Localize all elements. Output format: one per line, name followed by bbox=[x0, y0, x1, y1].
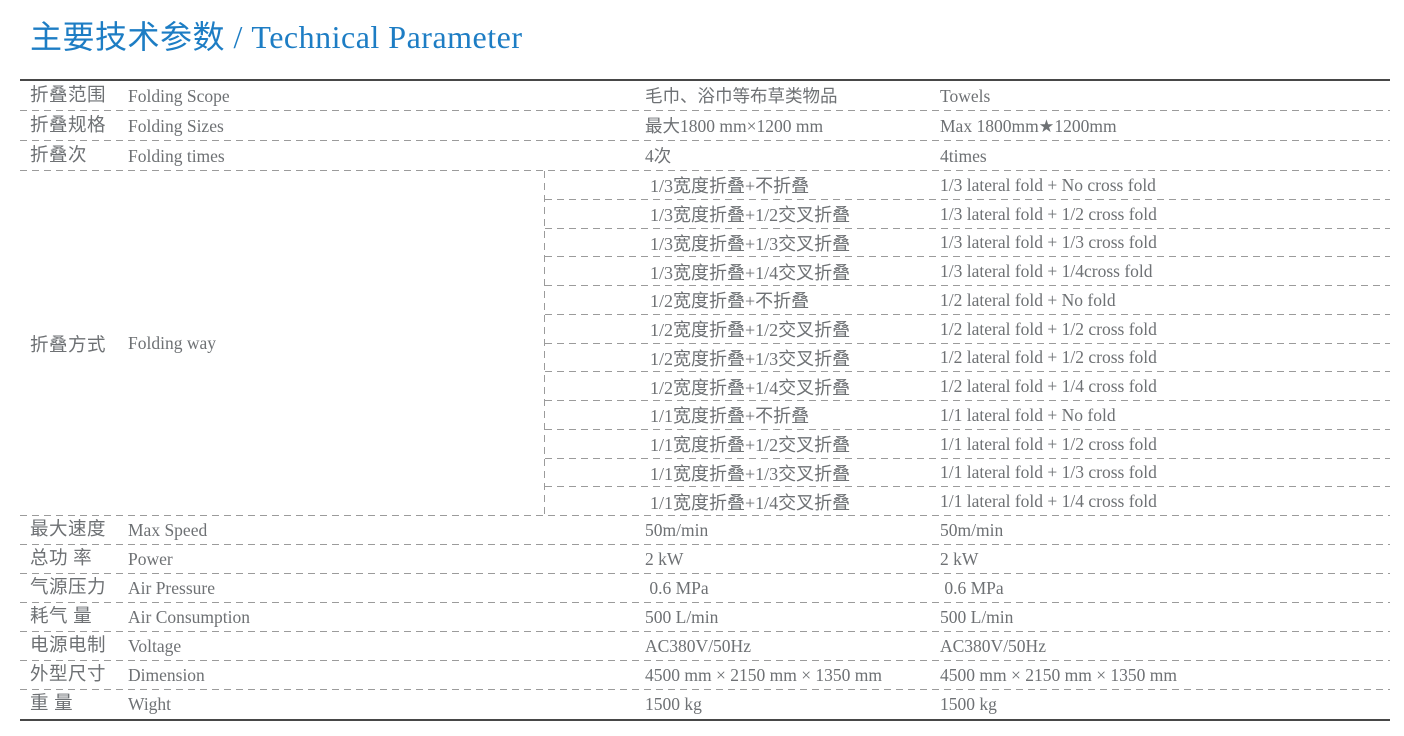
row-value-en: 500 L/min bbox=[940, 607, 1014, 627]
folding-option-zh: 1/1宽度折叠+1/2交叉折叠 bbox=[650, 435, 851, 456]
table-row: 气源压力 Air Pressure 0.6 MPa 0.6 MPa bbox=[20, 574, 1390, 603]
folding-option-en: 1/1 lateral fold + 1/2 cross fold bbox=[940, 433, 1157, 454]
folding-option-zh: 1/1宽度折叠+1/4交叉折叠 bbox=[650, 492, 851, 513]
row-label-en: Air Consumption bbox=[128, 607, 251, 627]
row-value-zh: 2 kW bbox=[645, 549, 684, 569]
folding-option-row: 1/1宽度折叠+不折叠 1/1 lateral fold + No fold bbox=[545, 401, 1390, 430]
row-value-en: Max 1800mm★1200mm bbox=[940, 116, 1117, 136]
row-label-zh: 电源电制 bbox=[30, 636, 107, 656]
folding-option-en: 1/1 lateral fold + No fold bbox=[940, 404, 1116, 425]
row-label-zh: 总功 率 bbox=[30, 549, 93, 569]
folding-option-en: 1/1 lateral fold + 1/3 cross fold bbox=[940, 462, 1157, 483]
folding-way-label-cell: 折叠方式 Folding way bbox=[20, 171, 545, 516]
row-label-en: Air Pressure bbox=[128, 578, 215, 598]
folding-option-zh: 1/2宽度折叠+1/2交叉折叠 bbox=[650, 320, 851, 341]
folding-option-zh: 1/2宽度折叠+1/4交叉折叠 bbox=[650, 377, 851, 398]
folding-option-row: 1/3宽度折叠+1/2交叉折叠 1/3 lateral fold + 1/2 c… bbox=[545, 200, 1390, 229]
row-label-en: Voltage bbox=[128, 636, 182, 656]
row-label-en: Dimension bbox=[128, 665, 205, 685]
folding-option-en: 1/2 lateral fold + 1/2 cross fold bbox=[940, 318, 1157, 339]
row-label-zh: 重 量 bbox=[30, 694, 74, 714]
table-row: 重 量 Wight 1500 kg 1500 kg bbox=[20, 690, 1390, 719]
technical-parameter-table: 折叠范围 Folding Scope 毛巾、浴巾等布草类物品 Towels 折叠… bbox=[20, 79, 1390, 721]
row-value-zh: 毛巾、浴巾等布草类物品 bbox=[645, 86, 838, 106]
folding-option-zh: 1/3宽度折叠+不折叠 bbox=[650, 176, 810, 197]
folding-option-en: 1/2 lateral fold + 1/4 cross fold bbox=[940, 376, 1157, 397]
folding-option-zh: 1/3宽度折叠+1/2交叉折叠 bbox=[650, 205, 851, 226]
row-value-en: 4times bbox=[940, 146, 987, 166]
row-value-zh: 4500 mm × 2150 mm × 1350 mm bbox=[645, 665, 883, 685]
folding-option-zh: 1/2宽度折叠+1/3交叉折叠 bbox=[650, 348, 851, 369]
row-value-zh: AC380V/50Hz bbox=[645, 636, 751, 656]
top-rows-section: 折叠范围 Folding Scope 毛巾、浴巾等布草类物品 Towels 折叠… bbox=[20, 81, 1390, 171]
table-row: 电源电制 Voltage AC380V/50Hz AC380V/50Hz bbox=[20, 632, 1390, 661]
table-row: 耗气 量 Air Consumption 500 L/min 500 L/min bbox=[20, 603, 1390, 632]
folding-option-row: 1/2宽度折叠+1/2交叉折叠 1/2 lateral fold + 1/2 c… bbox=[545, 315, 1390, 344]
row-value-zh: 0.6 MPa bbox=[645, 578, 709, 598]
row-label-zh: 气源压力 bbox=[30, 578, 107, 598]
row-value-en: 2 kW bbox=[940, 549, 979, 569]
folding-option-zh: 1/1宽度折叠+1/3交叉折叠 bbox=[650, 463, 851, 484]
folding-option-row: 1/2宽度折叠+1/4交叉折叠 1/2 lateral fold + 1/4 c… bbox=[545, 372, 1390, 401]
folding-option-en: 1/3 lateral fold + No cross fold bbox=[940, 174, 1156, 195]
row-label-zh: 耗气 量 bbox=[30, 607, 93, 627]
table-row: 折叠范围 Folding Scope 毛巾、浴巾等布草类物品 Towels bbox=[20, 81, 1390, 111]
row-label-en: Folding times bbox=[128, 146, 225, 166]
folding-way-block: 折叠方式 Folding way 1/3宽度折叠+不折叠 1/3 lateral… bbox=[20, 171, 1390, 516]
folding-way-label-zh: 折叠方式 bbox=[30, 335, 107, 356]
folding-option-row: 1/1宽度折叠+1/3交叉折叠 1/1 lateral fold + 1/3 c… bbox=[545, 459, 1390, 488]
table-row: 折叠规格 Folding Sizes 最大1800 mm×1200 mm Max… bbox=[20, 111, 1390, 141]
row-label-en: Power bbox=[128, 549, 173, 569]
folding-option-en: 1/2 lateral fold + 1/2 cross fold bbox=[940, 347, 1157, 368]
row-value-en: 0.6 MPa bbox=[940, 578, 1004, 598]
row-value-zh: 50m/min bbox=[645, 520, 709, 540]
row-label-en: Wight bbox=[128, 694, 172, 714]
row-label-en: Max Speed bbox=[128, 520, 208, 540]
table-row: 外型尺寸 Dimension 4500 mm × 2150 mm × 1350 … bbox=[20, 661, 1390, 690]
row-value-en: 50m/min bbox=[940, 520, 1004, 540]
row-value-zh: 4次 bbox=[645, 146, 672, 166]
folding-way-label-en: Folding way bbox=[128, 333, 216, 353]
folding-option-zh: 1/3宽度折叠+1/4交叉折叠 bbox=[650, 262, 851, 283]
row-value-zh: 500 L/min bbox=[645, 607, 719, 627]
folding-option-row: 1/3宽度折叠+1/3交叉折叠 1/3 lateral fold + 1/3 c… bbox=[545, 229, 1390, 258]
row-label-en: Folding Scope bbox=[128, 86, 230, 106]
row-value-zh: 最大1800 mm×1200 mm bbox=[645, 116, 824, 136]
row-label-zh: 外型尺寸 bbox=[30, 665, 107, 685]
table-row: 折叠次 Folding times 4次 4times bbox=[20, 141, 1390, 171]
page-title: 主要技术参数 / Technical Parameter bbox=[30, 19, 523, 55]
folding-option-en: 1/3 lateral fold + 1/4cross fold bbox=[940, 261, 1153, 282]
row-label-en: Folding Sizes bbox=[128, 116, 224, 136]
row-label-zh: 折叠规格 bbox=[30, 116, 107, 136]
folding-option-row: 1/1宽度折叠+1/4交叉折叠 1/1 lateral fold + 1/4 c… bbox=[545, 487, 1390, 516]
folding-option-en: 1/3 lateral fold + 1/3 cross fold bbox=[940, 232, 1157, 253]
row-label-zh: 最大速度 bbox=[30, 520, 107, 540]
folding-option-zh: 1/2宽度折叠+不折叠 bbox=[650, 291, 810, 312]
folding-option-en: 1/2 lateral fold + No fold bbox=[940, 289, 1116, 310]
folding-way-options: 1/3宽度折叠+不折叠 1/3 lateral fold + No cross … bbox=[545, 171, 1390, 516]
row-label-zh: 折叠范围 bbox=[30, 86, 107, 106]
folding-option-en: 1/1 lateral fold + 1/4 cross fold bbox=[940, 491, 1157, 512]
row-value-zh: 1500 kg bbox=[645, 694, 702, 714]
table-row: 总功 率 Power 2 kW 2 kW bbox=[20, 545, 1390, 574]
folding-option-row: 1/1宽度折叠+1/2交叉折叠 1/1 lateral fold + 1/2 c… bbox=[545, 430, 1390, 459]
table-row: 最大速度 Max Speed 50m/min 50m/min bbox=[20, 516, 1390, 545]
folding-option-row: 1/3宽度折叠+不折叠 1/3 lateral fold + No cross … bbox=[545, 171, 1390, 200]
row-value-en: 1500 kg bbox=[940, 694, 997, 714]
bottom-rows-section: 最大速度 Max Speed 50m/min 50m/min 总功 率 Powe… bbox=[20, 516, 1390, 719]
folding-option-zh: 1/3宽度折叠+1/3交叉折叠 bbox=[650, 233, 851, 254]
row-value-en: Towels bbox=[940, 86, 991, 106]
folding-option-row: 1/3宽度折叠+1/4交叉折叠 1/3 lateral fold + 1/4cr… bbox=[545, 257, 1390, 286]
folding-option-en: 1/3 lateral fold + 1/2 cross fold bbox=[940, 203, 1157, 224]
folding-option-row: 1/2宽度折叠+不折叠 1/2 lateral fold + No fold bbox=[545, 286, 1390, 315]
row-value-en: AC380V/50Hz bbox=[940, 636, 1046, 656]
folding-option-row: 1/2宽度折叠+1/3交叉折叠 1/2 lateral fold + 1/2 c… bbox=[545, 344, 1390, 373]
row-value-en: 4500 mm × 2150 mm × 1350 mm bbox=[940, 665, 1178, 685]
row-label-zh: 折叠次 bbox=[30, 146, 88, 166]
folding-option-zh: 1/1宽度折叠+不折叠 bbox=[650, 406, 810, 427]
